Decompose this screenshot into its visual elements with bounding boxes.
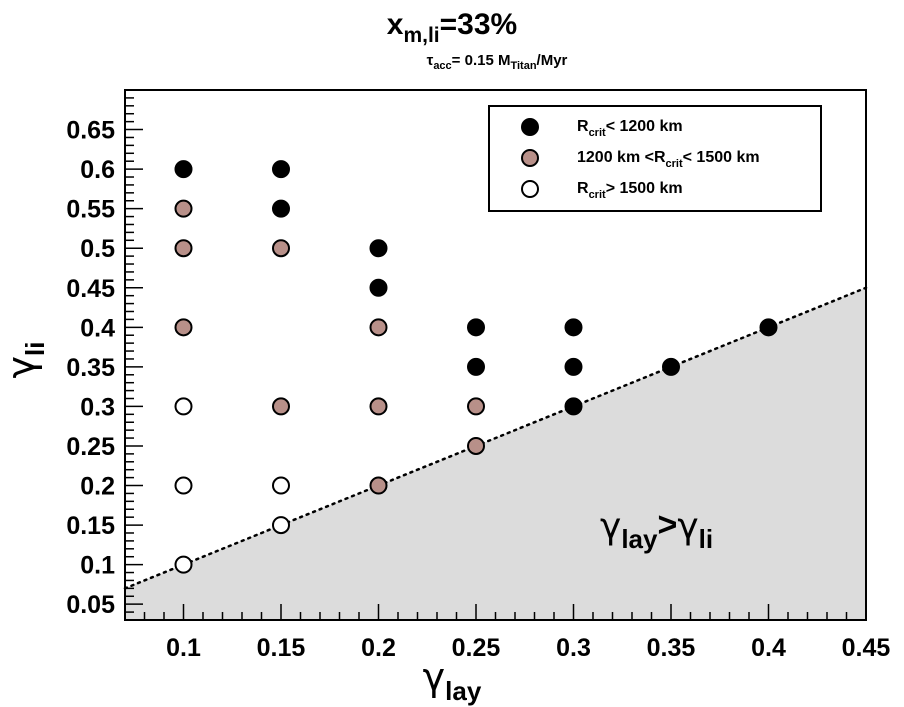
legend-marker-black: [521, 118, 539, 136]
data-point-black: [369, 239, 388, 258]
region-label: γlay>γli: [600, 506, 713, 554]
x-tick-label: 0.35: [647, 634, 696, 662]
legend-marker-brown: [521, 149, 539, 167]
data-point-brown: [272, 397, 290, 416]
data-point-black: [467, 318, 485, 337]
data-point-black: [369, 278, 388, 297]
y-tick-label: 0.45: [66, 275, 115, 303]
data-point-brown: [467, 436, 485, 455]
y-tick-label: 0.65: [66, 117, 115, 145]
y-tick-label: 0.3: [80, 393, 115, 421]
legend-label-black: Rcrit< 1200 km: [577, 118, 683, 139]
data-point-brown: [369, 318, 388, 337]
data-point-white: [174, 397, 193, 416]
data-point-brown: [467, 397, 485, 416]
legend-marker-white: [521, 180, 539, 198]
x-tick-label: 0.25: [452, 634, 501, 662]
data-point-brown: [174, 318, 193, 337]
data-point-black: [662, 357, 680, 376]
y-tick-label: 0.55: [66, 196, 115, 224]
legend: Rcrit< 1200 km 1200 km <Rcrit< 1500 km R…: [488, 105, 822, 212]
data-point-black: [272, 160, 290, 179]
boundary-line: [123, 286, 868, 590]
y-tick-label: 0.25: [66, 433, 115, 461]
x-tick-label: 0.3: [556, 634, 591, 662]
data-point-black: [759, 318, 778, 337]
y-tick-label: 0.5: [80, 235, 115, 263]
data-point-black: [467, 357, 485, 376]
x-tick-label: 0.1: [166, 634, 201, 662]
data-point-black: [272, 199, 290, 218]
chart-subtitle: τacc= 0.15 MTitan/Myr: [427, 52, 568, 72]
data-point-brown: [272, 239, 290, 258]
y-axis-label: γli: [0, 342, 50, 379]
data-point-black: [564, 357, 583, 376]
x-tick-label: 0.15: [257, 634, 306, 662]
y-tick-label: 0.4: [80, 314, 115, 342]
legend-label-white: Rcrit> 1500 km: [577, 180, 683, 201]
y-tick-label: 0.6: [80, 156, 115, 184]
y-tick-label: 0.35: [66, 354, 115, 382]
data-point-white: [174, 476, 193, 495]
data-point-brown: [174, 239, 193, 258]
data-point-black: [174, 160, 193, 179]
y-tick-label: 0.05: [66, 591, 115, 619]
shaded-region: [125, 287, 866, 620]
data-point-brown: [369, 476, 388, 495]
data-point-black: [564, 397, 583, 416]
data-point-black: [564, 318, 583, 337]
y-tick-label: 0.2: [80, 473, 115, 501]
x-tick-label: 0.2: [361, 634, 396, 662]
y-tick-label: 0.15: [66, 512, 115, 540]
data-point-brown: [369, 397, 388, 416]
legend-label-brown: 1200 km <Rcrit< 1500 km: [577, 149, 760, 170]
x-axis-label: γlay: [423, 655, 482, 706]
y-tick-label: 0.1: [80, 552, 115, 580]
data-point-brown: [174, 199, 193, 218]
data-point-white: [272, 516, 290, 535]
legend-box: [488, 105, 822, 212]
chart-title: xm,li=33%: [387, 8, 517, 47]
data-point-white: [272, 476, 290, 495]
x-tick-label: 0.4: [751, 634, 786, 662]
x-tick-label: 0.45: [842, 634, 891, 662]
data-point-white: [174, 555, 193, 574]
